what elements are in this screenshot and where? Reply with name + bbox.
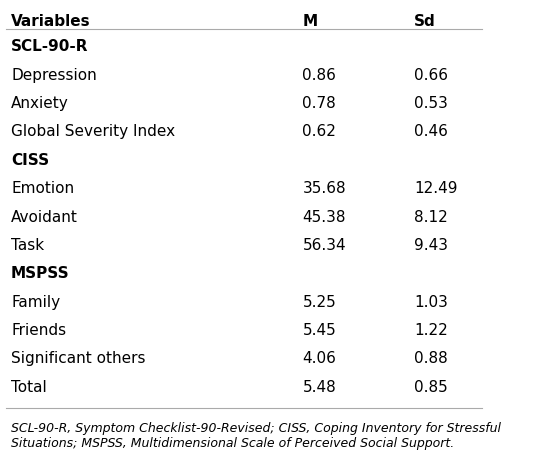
Text: 8.12: 8.12 <box>414 210 448 225</box>
Text: Total: Total <box>11 380 47 395</box>
Text: Significant others: Significant others <box>11 351 146 366</box>
Text: Depression: Depression <box>11 68 97 83</box>
Text: CISS: CISS <box>11 153 49 168</box>
Text: Emotion: Emotion <box>11 181 74 196</box>
Text: 12.49: 12.49 <box>414 181 458 196</box>
Text: 0.53: 0.53 <box>414 96 448 111</box>
Text: M: M <box>302 14 317 29</box>
Text: Avoidant: Avoidant <box>11 210 78 225</box>
Text: Family: Family <box>11 295 60 310</box>
Text: Anxiety: Anxiety <box>11 96 69 111</box>
Text: 0.85: 0.85 <box>414 380 448 395</box>
Text: 1.22: 1.22 <box>414 323 448 338</box>
Text: SCL-90-R, Symptom Checklist-90-Revised; CISS, Coping Inventory for Stressful
Sit: SCL-90-R, Symptom Checklist-90-Revised; … <box>11 422 501 450</box>
Text: Variables: Variables <box>11 14 91 29</box>
Text: 0.88: 0.88 <box>414 351 448 366</box>
Text: 0.46: 0.46 <box>414 124 448 139</box>
Text: 0.78: 0.78 <box>302 96 336 111</box>
Text: 0.62: 0.62 <box>302 124 336 139</box>
Text: MSPSS: MSPSS <box>11 266 70 281</box>
Text: Friends: Friends <box>11 323 66 338</box>
Text: 56.34: 56.34 <box>302 238 346 253</box>
Text: 5.25: 5.25 <box>302 295 336 310</box>
Text: Global Severity Index: Global Severity Index <box>11 124 175 139</box>
Text: 9.43: 9.43 <box>414 238 448 253</box>
Text: 4.06: 4.06 <box>302 351 336 366</box>
Text: Task: Task <box>11 238 44 253</box>
Text: 1.03: 1.03 <box>414 295 448 310</box>
Text: 0.86: 0.86 <box>302 68 336 83</box>
Text: 5.48: 5.48 <box>302 380 336 395</box>
Text: SCL-90-R: SCL-90-R <box>11 39 88 55</box>
Text: 5.45: 5.45 <box>302 323 336 338</box>
Text: Sd: Sd <box>414 14 436 29</box>
Text: 0.66: 0.66 <box>414 68 448 83</box>
Text: 45.38: 45.38 <box>302 210 346 225</box>
Text: 35.68: 35.68 <box>302 181 346 196</box>
